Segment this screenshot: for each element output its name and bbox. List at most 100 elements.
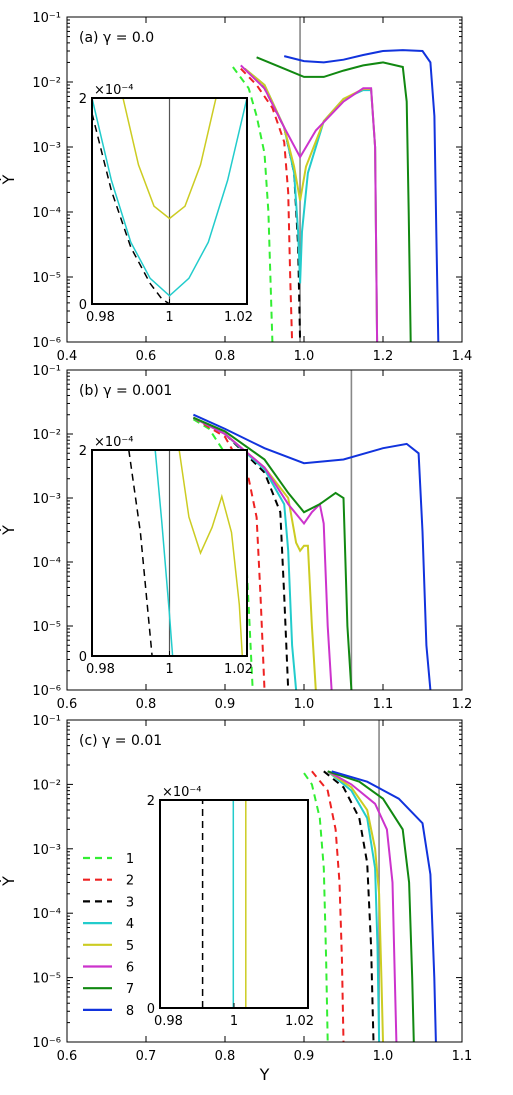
inset-series-group — [128, 450, 244, 656]
series-group — [303, 770, 437, 1042]
inset-x-tick-label: 1.02 — [224, 662, 253, 677]
chart-panel-1: 10⁻⁶ 10⁻⁵ 10⁻⁴ 10⁻³ 10⁻² 10⁻¹ 0.4 0.6 0.8 1.0 1.2 1… — [0, 11, 472, 364]
inset-y-tick-label: 2 — [79, 444, 87, 459]
x-tick-label: 1.2 — [373, 349, 394, 364]
x-tick-label: 0.8 — [136, 697, 157, 712]
legend-label-8: 8 — [126, 1004, 134, 1019]
y-tick-label: 10⁻⁶ — [32, 684, 61, 699]
inset-series-line-4 — [154, 450, 174, 656]
x-tick-label: 0.9 — [294, 1049, 315, 1064]
inset-scale-label: ×10⁻⁴ — [94, 435, 134, 450]
inset-y-tick-label: 2 — [147, 794, 155, 809]
series-group — [232, 49, 440, 342]
y-tick-label: 10⁻⁶ — [32, 1036, 61, 1051]
inset-y-tick-label: 0 — [147, 1002, 155, 1017]
y-tick-label: 10⁻¹ — [32, 714, 61, 729]
series-line-7 — [327, 770, 415, 1042]
legend-label-5: 5 — [126, 939, 134, 954]
inset-series-line-5 — [122, 98, 217, 220]
series-group — [192, 413, 432, 690]
series-line-5 — [244, 67, 379, 342]
y-axis-label: Ẏ — [0, 525, 18, 536]
inset-scale-label: ×10⁻⁴ — [162, 785, 202, 800]
x-tick-label: 1.0 — [294, 697, 315, 712]
series-line-2 — [311, 770, 345, 1042]
x-axis-label: Y — [259, 1065, 270, 1084]
y-tick-label: 10⁻⁴ — [32, 556, 61, 571]
inset-series-line-3 — [92, 113, 170, 304]
chart-panel-2: 10⁻⁶ 10⁻⁵ 10⁻⁴ 10⁻³ 10⁻² 10⁻¹ 0.6 0.8 0.9 1.0 1.1 1… — [0, 364, 472, 712]
legend: 1 2 3 4 5 6 7 8 — [83, 852, 134, 1019]
y-tick-label: 10⁻³ — [32, 141, 61, 156]
panel-label: (a) γ = 0.0 — [79, 30, 154, 46]
series-line-7 — [256, 56, 412, 342]
plot-frame — [66, 719, 463, 1043]
legend-label-1: 1 — [126, 852, 134, 867]
panel-label: (c) γ = 0.01 — [79, 733, 162, 749]
legend-label-7: 7 — [126, 982, 134, 997]
series-line-4 — [244, 67, 379, 342]
x-tick-label: 0.9 — [215, 697, 236, 712]
x-tick-label: 0.7 — [136, 1049, 157, 1064]
series-line-6 — [240, 64, 379, 342]
y-tick-label: 10⁻² — [32, 778, 61, 793]
series-line-8 — [331, 770, 437, 1042]
plot-frame — [66, 16, 463, 343]
inset-series-line-5 — [178, 450, 244, 656]
series-line-4 — [327, 770, 381, 1042]
inset-series-group — [201, 800, 247, 1008]
legend-label-3: 3 — [126, 895, 134, 910]
inset-x-tick-label: 1 — [165, 310, 173, 325]
series-line-8 — [192, 413, 432, 690]
plot-frame — [66, 369, 463, 691]
inset-chart: 0.98 1 1.02 0 2 ×10⁻⁴ — [79, 83, 253, 325]
legend-label-2: 2 — [126, 874, 134, 889]
x-tick-label: 0.8 — [215, 349, 236, 364]
x-tick-label: 1.2 — [452, 697, 473, 712]
y-tick-label: 10⁻² — [32, 428, 61, 443]
inset-chart: 0.98 1 1.02 0 2 ×10⁻⁴ — [79, 435, 253, 677]
inset-chart: 0.98 1 1.02 0 2 ×10⁻⁴ — [147, 785, 314, 1029]
inset-y-tick-label: 2 — [79, 92, 87, 107]
inset-x-tick-label: 0.98 — [154, 1014, 183, 1029]
y-tick-label: 10⁻⁵ — [32, 620, 61, 635]
series-line-5 — [327, 770, 384, 1042]
x-tick-label: 1.0 — [294, 349, 315, 364]
inset-y-tick-label: 0 — [79, 298, 87, 313]
x-tick-label: 1.1 — [452, 1049, 473, 1064]
y-tick-label: 10⁻⁴ — [32, 206, 61, 221]
legend-label-6: 6 — [126, 961, 134, 976]
legend-label-4: 4 — [126, 917, 134, 932]
series-line-1 — [303, 772, 329, 1042]
y-tick-label: 10⁻⁵ — [32, 972, 61, 987]
y-tick-label: 10⁻³ — [32, 843, 61, 858]
x-tick-label: 0.6 — [136, 349, 157, 364]
series-line-1 — [192, 418, 254, 690]
inset-x-tick-label: 0.98 — [86, 662, 115, 677]
x-tick-label: 0.6 — [57, 697, 78, 712]
x-tick-label: 0.6 — [57, 1049, 78, 1064]
inset-y-tick-label: 0 — [79, 650, 87, 665]
series-line-7 — [193, 416, 353, 690]
x-tick-label: 0.4 — [57, 349, 78, 364]
inset-x-tick-label: 1 — [230, 1014, 238, 1029]
inset-series-line-4 — [92, 98, 247, 297]
y-tick-label: 10⁻² — [32, 76, 61, 91]
inset-x-tick-label: 1.02 — [224, 310, 253, 325]
series-line-8 — [283, 49, 440, 342]
inset-x-tick-label: 1.02 — [285, 1014, 314, 1029]
chart-panel-3: 10⁻⁶ 10⁻⁵ 10⁻⁴ 10⁻³ 10⁻² 10⁻¹ 0.6 0.7 0.8 0.9 1.0 1… — [0, 714, 472, 1084]
x-tick-label: 1.0 — [373, 1049, 394, 1064]
y-tick-label: 10⁻⁵ — [32, 271, 61, 286]
y-tick-label: 10⁻⁴ — [32, 907, 61, 922]
x-tick-label: 1.1 — [373, 697, 394, 712]
x-tick-label: 1.4 — [452, 349, 473, 364]
inset-x-tick-label: 1 — [165, 662, 173, 677]
series-line-6 — [327, 770, 398, 1042]
inset-scale-label: ×10⁻⁴ — [94, 83, 134, 98]
y-axis-label: Ẏ — [0, 876, 18, 887]
y-tick-label: 10⁻⁶ — [32, 336, 61, 351]
y-tick-label: 10⁻³ — [32, 492, 61, 507]
inset-series-line-3 — [128, 450, 153, 656]
